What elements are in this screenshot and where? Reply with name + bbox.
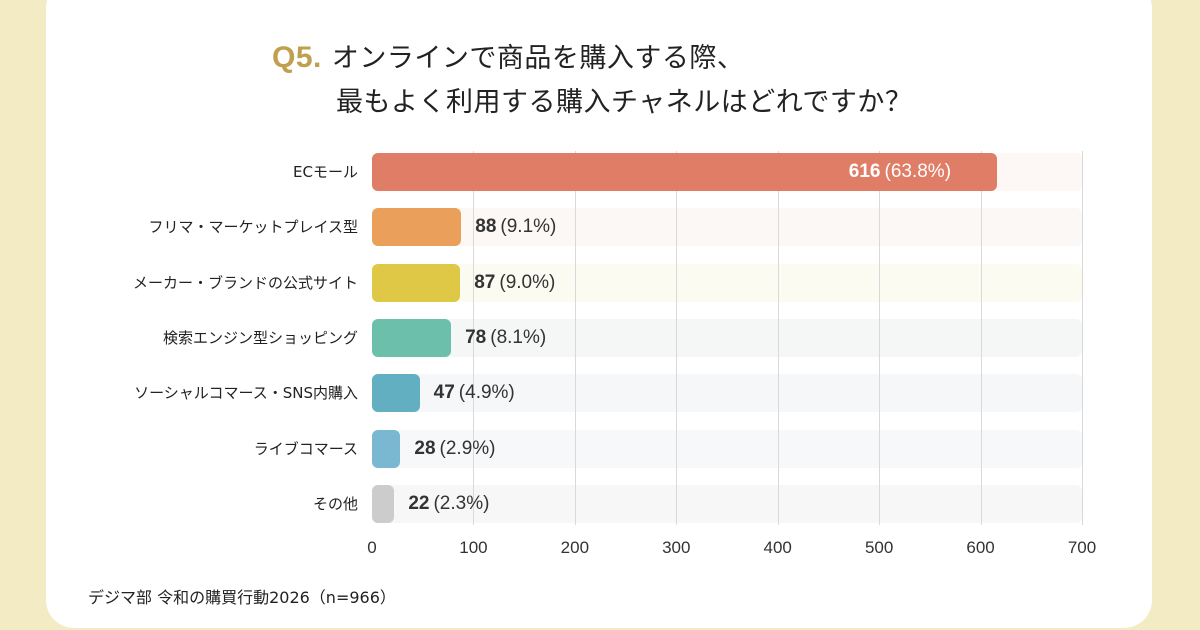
category-label: ライブコマース (253, 439, 358, 458)
gridline (676, 151, 678, 525)
bar-track (372, 429, 1082, 468)
gridline (473, 151, 475, 525)
data-percent: (2.3%) (433, 492, 490, 514)
category-label: フリマ・マーケットプレイス型 (148, 218, 358, 237)
data-value: 87 (474, 271, 496, 293)
data-percent: (8.1%) (490, 326, 547, 348)
bar-track (372, 263, 1082, 302)
category-label: その他 (312, 494, 358, 513)
bar-track (372, 208, 1082, 247)
data-percent: (63.8%) (884, 161, 952, 182)
data-value: 88 (475, 216, 497, 238)
data-label: 616 (63.8%) (849, 153, 951, 191)
gridline (574, 151, 576, 525)
bar-track (372, 318, 1082, 357)
data-value: 22 (408, 492, 430, 514)
category-label: 検索エンジン型ショッピング (162, 328, 358, 347)
bar[interactable] (372, 429, 401, 468)
bar[interactable] (372, 484, 395, 523)
question-number: Q5. (272, 41, 322, 74)
data-value: 78 (465, 326, 487, 348)
x-tick-label: 600 (966, 538, 995, 557)
x-tick-label: 0 (367, 538, 377, 557)
bar[interactable] (372, 263, 461, 302)
bar-track (372, 484, 1082, 523)
gridline (1082, 151, 1083, 525)
x-tick-label: 200 (560, 538, 590, 557)
data-value: 28 (414, 437, 436, 459)
x-tick-label: 300 (662, 538, 691, 557)
data-value: 616 (848, 161, 881, 182)
data-percent: (9.0%) (499, 271, 556, 293)
data-label: 88 (9.1%) (475, 208, 556, 246)
chart-card (46, 0, 1152, 628)
bar[interactable] (372, 153, 997, 191)
data-percent: (9.1%) (500, 216, 557, 238)
data-label: 78 (8.1%) (465, 319, 546, 357)
data-percent: (4.9%) (458, 382, 515, 404)
data-value: 47 (433, 382, 455, 404)
chart-title: Q5. オンラインで商品を購入する際、 最もよく利用する購入チャネルはどれですか？ (272, 36, 912, 125)
category-label: ECモール (293, 163, 358, 181)
gridline (980, 151, 982, 525)
category-label: ソーシャルコマース・SNS内購入 (134, 384, 358, 403)
data-label: 47 (4.9%) (434, 374, 515, 412)
data-percent: (2.9%) (439, 437, 496, 459)
x-tick-label: 500 (864, 538, 894, 557)
gridline (879, 151, 881, 525)
x-tick-label: 400 (763, 538, 792, 557)
category-label: メーカー・ブランドの公式サイト (132, 273, 358, 292)
bar-track (372, 374, 1082, 413)
x-tick-label: 700 (1067, 538, 1097, 557)
bar[interactable] (372, 208, 462, 247)
data-label: 87 (9.0%) (474, 264, 555, 302)
x-tick-label: 100 (459, 538, 488, 557)
data-label: 28 (2.9%) (414, 430, 495, 468)
title-line-1: オンラインで商品を購入する際、 (331, 43, 745, 74)
bar[interactable] (372, 374, 420, 413)
bar[interactable] (372, 318, 452, 357)
source-note: デジマ部 令和の購買行動2026（n=966） (88, 588, 396, 607)
title-line-2: 最もよく利用する購入チャネルはどれですか？ (336, 87, 913, 118)
data-label: 22 (2.3%) (408, 485, 489, 523)
gridline (777, 151, 779, 525)
